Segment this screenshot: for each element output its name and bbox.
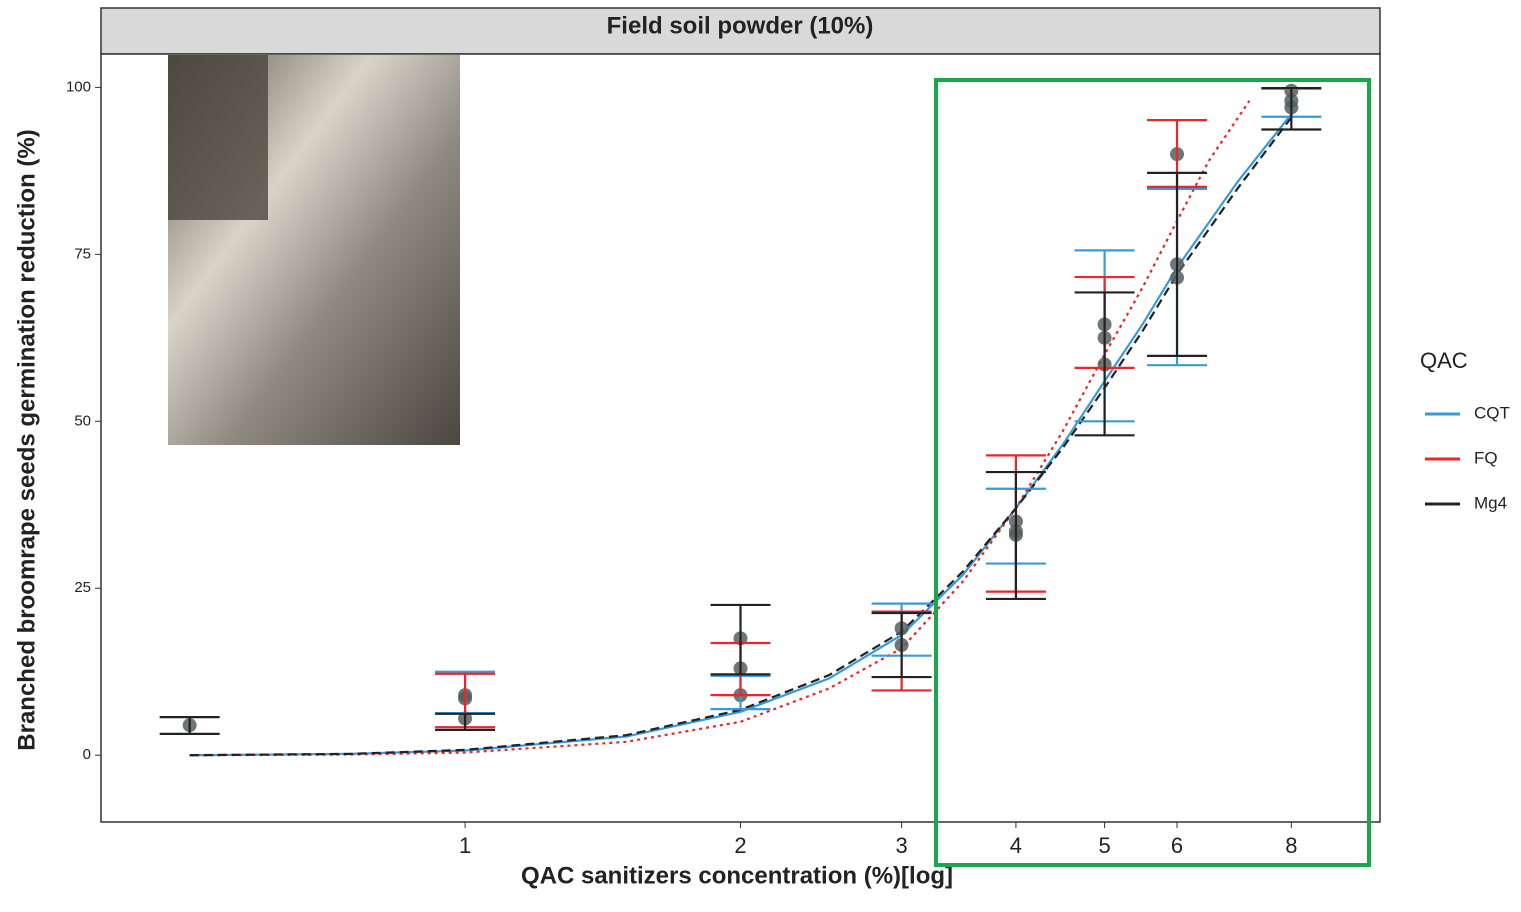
y-axis-title: Branched broomrape seeds germination red…: [13, 129, 40, 750]
x-axis-title: QAC sanitizers concentration (%)[log]: [521, 862, 953, 889]
error-bar: [159, 716, 220, 735]
legend-label: FQ: [1474, 448, 1498, 467]
x-tick-label: 5: [1098, 833, 1110, 858]
fit-curve: [189, 116, 1293, 757]
x-tick-label: 3: [895, 833, 907, 858]
fit-curve: [189, 100, 1251, 757]
y-tick-label: 100: [66, 78, 91, 95]
x-tick-label: 8: [1285, 833, 1297, 858]
x-tick-label: 2: [734, 833, 746, 858]
x-tick-label: 6: [1171, 833, 1183, 858]
strip: [100, 7, 1381, 55]
highlight-box: [934, 78, 1371, 867]
x-tick-label: 1: [459, 833, 471, 858]
legend-label: CQT: [1474, 403, 1510, 422]
legend-title: QAC: [1420, 348, 1468, 373]
chart-title: Field soil powder (10%): [607, 12, 874, 39]
y-tick-label: 75: [74, 245, 91, 262]
y-tick-label: 50: [74, 412, 91, 429]
error-bar: [1147, 171, 1208, 357]
error-bar: [1261, 86, 1322, 131]
y-tick-label: 25: [74, 579, 91, 596]
error-bar: [871, 611, 932, 679]
x-tick-label: 4: [1010, 833, 1022, 858]
error-bar: [435, 712, 496, 731]
inset-photo-detail: [168, 55, 268, 220]
error-bar: [1074, 291, 1135, 437]
error-bar: [985, 470, 1046, 601]
legend-label: Mg4: [1474, 493, 1507, 512]
y-tick-label: 0: [83, 746, 91, 763]
error-bar: [710, 603, 771, 676]
